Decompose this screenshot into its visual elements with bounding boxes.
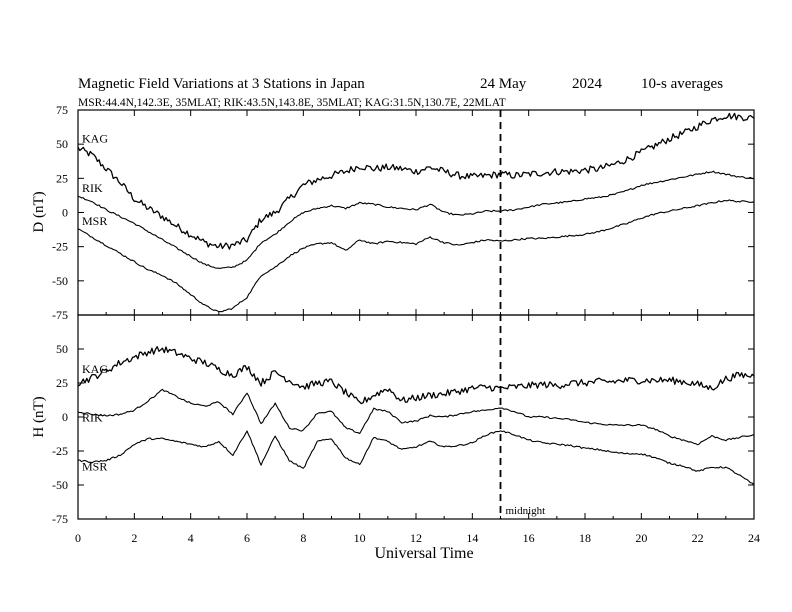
midnight-label: midnight bbox=[506, 505, 546, 517]
series-line-d-msr bbox=[77, 199, 755, 313]
y-tick-label: 75 bbox=[56, 103, 68, 117]
y-tick-label: -25 bbox=[52, 240, 68, 254]
x-tick-label: 14 bbox=[466, 531, 478, 545]
chart-averaging: 10-s averages bbox=[641, 76, 723, 92]
series-label-rik: RIK bbox=[82, 411, 103, 425]
station-coordinates: MSR:44.4N,142.3E, 35MLAT; RIK:43.5N,143.… bbox=[78, 97, 506, 109]
axis-ticks: 0 2 4 6 8 10 12 14 16 18 20 22 247550250-25-50-75502… bbox=[52, 103, 760, 545]
chart-year: 2024 bbox=[572, 76, 603, 92]
x-tick-label: 2 bbox=[131, 531, 137, 545]
series-line-h-rik bbox=[77, 388, 755, 446]
series-line-h-msr bbox=[77, 430, 755, 486]
series-label-msr: MSR bbox=[82, 460, 107, 474]
series-line-d-kag bbox=[77, 112, 755, 250]
y-tick-label: -50 bbox=[52, 478, 68, 492]
series-labels: KAG RIK MSR KAG RIK MSR bbox=[82, 131, 108, 473]
x-tick-label: 12 bbox=[410, 531, 422, 545]
series-label-rik: RIK bbox=[82, 181, 103, 195]
data-series bbox=[77, 112, 755, 486]
x-tick-label: 8 bbox=[300, 531, 306, 545]
y-tick-label: 0 bbox=[62, 410, 68, 424]
series-label-kag: KAG bbox=[82, 131, 108, 145]
x-tick-label: 10 bbox=[354, 531, 366, 545]
y-tick-label: 50 bbox=[56, 342, 68, 356]
y-tick-label: -75 bbox=[52, 308, 68, 322]
y-tick-label: 25 bbox=[56, 171, 68, 185]
y-tick-label: -75 bbox=[52, 512, 68, 526]
d-panel-ylabel: D (nT) bbox=[31, 191, 47, 232]
series-label-kag: KAG bbox=[82, 362, 108, 376]
d-panel-frame bbox=[77, 109, 755, 316]
y-tick-label: 0 bbox=[62, 206, 68, 220]
x-tick-label: 4 bbox=[188, 531, 194, 545]
h-panel-ylabel: H (nT) bbox=[31, 396, 47, 437]
x-tick-label: 16 bbox=[523, 531, 535, 545]
x-tick-label: 18 bbox=[579, 531, 591, 545]
x-tick-label: 22 bbox=[692, 531, 704, 545]
y-tick-label: -50 bbox=[52, 274, 68, 288]
y-tick-label: -25 bbox=[52, 444, 68, 458]
chart-date: 24 May bbox=[480, 76, 527, 92]
series-label-msr: MSR bbox=[82, 214, 107, 228]
x-tick-label: 20 bbox=[635, 531, 647, 545]
x-tick-label: 6 bbox=[244, 531, 250, 545]
x-tick-label: 24 bbox=[748, 531, 760, 545]
x-axis-label: Universal Time bbox=[374, 545, 473, 562]
y-tick-label: 25 bbox=[56, 376, 68, 390]
series-line-d-rik bbox=[77, 170, 755, 269]
series-line-h-kag bbox=[77, 346, 755, 405]
h-panel-frame bbox=[77, 314, 755, 520]
x-tick-label: 0 bbox=[75, 531, 81, 545]
y-tick-label: 50 bbox=[56, 137, 68, 151]
chart-title: Magnetic Field Variations at 3 Stations … bbox=[78, 76, 365, 92]
